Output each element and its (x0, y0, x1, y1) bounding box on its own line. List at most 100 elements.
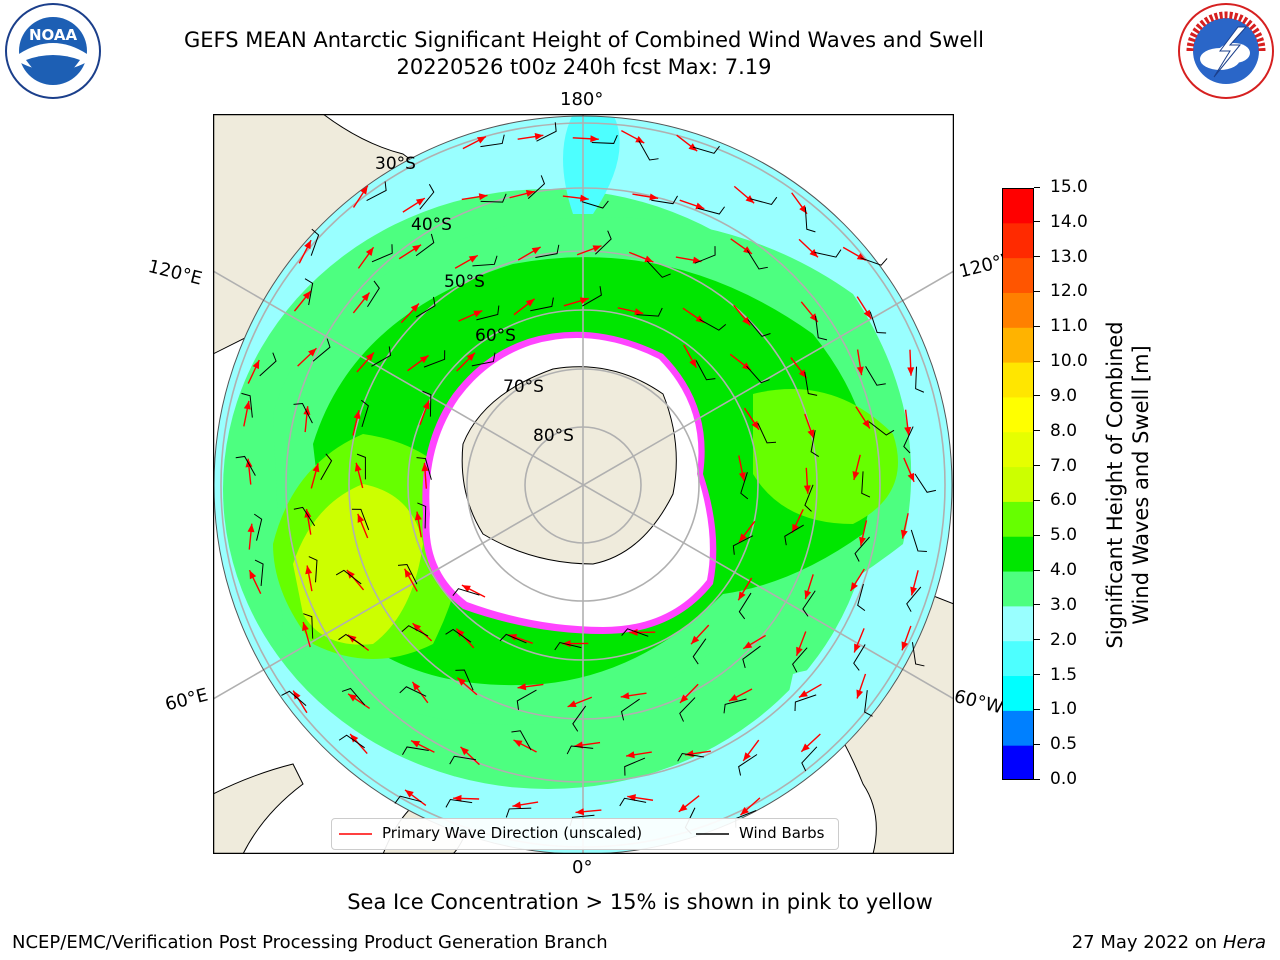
wind-barb (253, 513, 263, 541)
colorbar-tick-label: 15.0 (1034, 177, 1088, 197)
wind-barb (356, 453, 366, 480)
wave-direction-arrow (248, 569, 262, 594)
wind-barb (636, 307, 663, 317)
wind-barb (423, 350, 446, 368)
wind-barb (732, 535, 754, 555)
wave-direction-arrow (453, 794, 480, 802)
wind-barb (864, 690, 873, 717)
wave-direction-arrow (513, 298, 536, 316)
wind-barb (445, 798, 473, 808)
wind-barb (914, 473, 936, 493)
wave-direction-arrow (562, 194, 589, 202)
wind-barb (235, 455, 256, 476)
wave-direction-arrow (800, 733, 821, 753)
wind-barb (692, 145, 720, 154)
wind-barb (399, 686, 427, 697)
colorbar-tick-label: 13.0 (1034, 247, 1088, 267)
wind-barb (572, 705, 587, 732)
colorbar-segment (1002, 605, 1034, 642)
footer-date: 27 May 2022 on Hera (1072, 932, 1266, 953)
wind-barb (692, 638, 707, 665)
wind-barb (499, 633, 527, 644)
wind-barb (624, 757, 646, 776)
wind-barb (472, 255, 498, 267)
wind-barb (620, 698, 640, 721)
wind-barb (903, 426, 914, 454)
colorbar-tick-label: 8.0 (1034, 421, 1077, 441)
wind-barb (341, 687, 366, 706)
wave-direction-arrow (354, 462, 364, 489)
wave-direction-arrow (804, 574, 814, 600)
colorbar (1002, 188, 1034, 781)
wind-barb (854, 536, 870, 562)
lon-label-120e: 120°E (145, 256, 205, 290)
wind-barb (452, 588, 480, 597)
colorbar-tick-label: 4.0 (1034, 560, 1077, 580)
wave-direction-arrow (517, 246, 541, 261)
wind-barb (853, 644, 866, 671)
lat-label-50s: 50°S (444, 272, 485, 292)
wave-direction-arrow (247, 523, 255, 550)
wind-barb (536, 122, 557, 142)
polar-map: 30°S 40°S 50°S 60°S 70°S 80°S Primary Wa… (212, 113, 955, 855)
wave-direction-arrow (298, 239, 312, 264)
colorbar-tick-label: 1.5 (1034, 665, 1077, 685)
wave-direction-arrow (414, 511, 422, 538)
wind-barb (471, 352, 496, 367)
wave-direction-arrow (859, 520, 868, 546)
wave-direction-arrow (572, 135, 599, 143)
wave-direction-arrow (795, 631, 807, 657)
lon-label-60w: 60°W (951, 686, 1006, 719)
wave-direction-arrow (790, 357, 808, 379)
colorbar-segment (1002, 327, 1034, 363)
wave-direction-arrow (742, 739, 760, 762)
lat-label-60s: 60°S (475, 326, 516, 346)
wave-direction-arrow (419, 400, 430, 426)
wind-barb (740, 472, 749, 500)
wind-barb (861, 471, 871, 498)
colorbar-tick-label: 0.5 (1034, 734, 1077, 754)
wave-direction-arrow (456, 677, 478, 696)
africa-land (213, 763, 304, 854)
wind-barb (415, 296, 436, 318)
wind-barb (651, 195, 678, 205)
wave-direction-arrow (901, 625, 912, 651)
wave-direction-arrow (907, 349, 915, 376)
wind-barb (746, 250, 768, 270)
colorbar-tick-label: 12.0 (1034, 281, 1088, 301)
wave-direction-arrow (690, 624, 710, 645)
wind-barb (254, 559, 264, 586)
wind-barb (516, 689, 537, 710)
sea-ice-note: Sea Ice Concentration > 15% is shown in … (347, 890, 933, 914)
wave-direction-arrow (460, 746, 480, 766)
colorbar-segment (1002, 466, 1034, 502)
wind-barb (677, 752, 705, 762)
wind-barb (750, 196, 778, 206)
wind-barb (335, 569, 362, 585)
wave-direction-arrow (304, 508, 312, 535)
wind-barb (915, 366, 925, 393)
wave-direction-arrow (627, 794, 654, 802)
lat-label-30s: 30°S (375, 154, 416, 174)
wave-direction-arrow (509, 190, 535, 199)
wind-barb (757, 422, 777, 444)
wind-barb (397, 563, 418, 585)
colorbar-tick-label: 9.0 (1034, 386, 1077, 406)
wave-direction-arrow (403, 568, 418, 592)
wave-direction-arrow (352, 292, 371, 314)
wind-barb (241, 392, 253, 418)
wave-direction-arrow (676, 134, 698, 152)
wave-direction-arrow (400, 303, 420, 324)
wind-barb (804, 484, 814, 512)
wind-barb (402, 746, 429, 755)
wave-direction-arrow (617, 307, 644, 316)
wave-direction-arrow (900, 513, 909, 539)
colorbar-segment (1002, 710, 1034, 746)
wind-barb (865, 366, 886, 386)
colorbar-tick-label: 2.0 (1034, 630, 1077, 650)
wind-barb (554, 641, 582, 651)
wind-barb (320, 453, 333, 481)
wind-barb (338, 734, 365, 749)
wave-direction-arrow (407, 354, 429, 372)
wave-direction-arrow (575, 808, 602, 816)
